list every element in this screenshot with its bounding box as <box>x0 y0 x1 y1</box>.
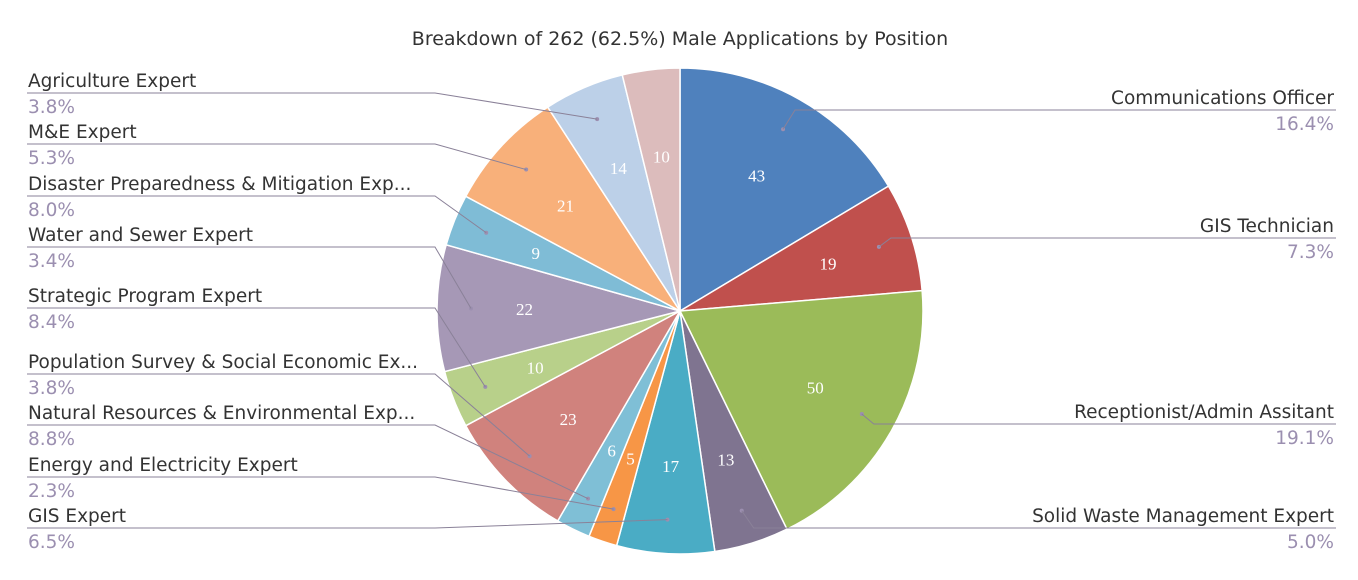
label-gis-technician: GIS Technician <box>1200 216 1334 237</box>
percent-m-e-expert: 5.3% <box>28 148 75 169</box>
slice-value-population-survey-social-economic-ex: 23 <box>560 410 577 429</box>
slice-value-m-e-expert: 21 <box>557 197 574 216</box>
percent-energy-and-electricity-expert: 2.3% <box>28 481 75 502</box>
slice-labels: Communications Officer 16.4% GIS Technicia… <box>28 71 1334 553</box>
label-disaster-preparedness-mitigation-exp: Disaster Preparedness & Mitigation Exp..… <box>28 174 411 195</box>
percent-agriculture-expert: 3.8% <box>28 97 75 118</box>
leader-line-energy-and-electricity-expert <box>27 476 614 510</box>
leader-line-solid-waste-management-expert <box>741 510 1336 529</box>
slice-value-strategic-program-expert: 10 <box>527 358 544 377</box>
leader-line-natural-resources-environmental-exp <box>27 424 589 500</box>
label-gis-expert: GIS Expert <box>28 506 126 527</box>
slice-values: 43 19 50 13 17 56 23 10 22 9 21 14 10 <box>516 148 837 477</box>
label-solid-waste-management-expert: Solid Waste Management Expert <box>1032 506 1334 527</box>
slice-value-agriculture-expert: 14 <box>610 159 628 178</box>
leader-line-receptionist-admin-assitant <box>861 413 1336 425</box>
slice-m-e-expert <box>464 106 681 312</box>
slice-gis-technician <box>679 185 923 312</box>
percent-gis-expert: 6.5% <box>28 532 75 553</box>
slice-water-and-sewer-expert <box>436 243 683 373</box>
label-energy-and-electricity-expert: Energy and Electricity Expert <box>28 455 298 476</box>
leader-line-communications-officer <box>782 109 1336 130</box>
slice-value-unlabeled-13: 10 <box>653 148 670 167</box>
leader-line-strategic-program-expert <box>27 307 486 388</box>
chart-title: Breakdown of 262 (62.5%) Male Applicatio… <box>412 28 948 50</box>
label-water-and-sewer-expert: Water and Sewer Expert <box>28 225 253 246</box>
leader-lines <box>27 92 1336 529</box>
percent-solid-waste-management-expert: 5.0% <box>1287 532 1334 553</box>
slice-value-gis-technician: 19 <box>820 254 837 273</box>
slice-value-receptionist-admin-assitant: 50 <box>807 379 824 398</box>
slice-population-survey-social-economic-ex <box>464 309 682 522</box>
label-population-survey-social-economic-ex: Population Survey & Social Economic Ex..… <box>28 352 418 373</box>
slice-unlabeled-13 <box>621 67 681 312</box>
percent-strategic-program-expert: 8.4% <box>28 312 75 333</box>
percent-population-survey-social-economic-ex: 3.8% <box>28 378 75 399</box>
leader-line-water-and-sewer-expert <box>27 246 472 309</box>
percent-natural-resources-environmental-exp: 8.8% <box>28 429 75 450</box>
pie-slices <box>436 67 924 555</box>
slice-receptionist-admin-assitant <box>678 289 924 531</box>
slice-value-disaster-preparedness-mitigation-exp: 9 <box>532 244 541 263</box>
label-strategic-program-expert: Strategic Program Expert <box>28 286 262 307</box>
leader-line-m-e-expert <box>27 143 527 171</box>
leader-line-gis-technician <box>878 237 1336 248</box>
percent-disaster-preparedness-mitigation-exp: 8.0% <box>28 200 75 221</box>
label-communications-officer: Communications Officer <box>1111 88 1334 109</box>
leader-line-gis-expert <box>27 519 668 529</box>
slice-value-communications-officer: 43 <box>748 167 765 186</box>
percent-receptionist-admin-assitant: 19.1% <box>1275 428 1334 449</box>
label-natural-resources-environmental-exp: Natural Resources & Environmental Exp... <box>28 403 415 424</box>
label-m-e-expert: M&E Expert <box>28 122 137 143</box>
slice-value-gis-expert: 17 <box>662 457 680 476</box>
slice-value-energy-and-electricity-expert: 5 <box>626 449 635 468</box>
leader-line-agriculture-expert <box>27 92 598 120</box>
percent-water-and-sewer-expert: 3.4% <box>28 251 75 272</box>
slice-value-water-and-sewer-expert: 22 <box>516 300 533 319</box>
percent-communications-officer: 16.4% <box>1275 114 1334 135</box>
leader-line-population-survey-social-economic-ex <box>27 373 530 457</box>
slice-value-natural-resources-environmental-exp: 6 <box>607 442 616 461</box>
leader-line-disaster-preparedness-mitigation-exp <box>27 195 487 234</box>
slice-value-solid-waste-management-expert: 13 <box>717 451 734 470</box>
label-agriculture-expert: Agriculture Expert <box>28 71 196 92</box>
label-receptionist-admin-assitant: Receptionist/Admin Assitant <box>1074 402 1334 423</box>
slice-communications-officer <box>679 67 890 313</box>
percent-gis-technician: 7.3% <box>1287 242 1334 263</box>
